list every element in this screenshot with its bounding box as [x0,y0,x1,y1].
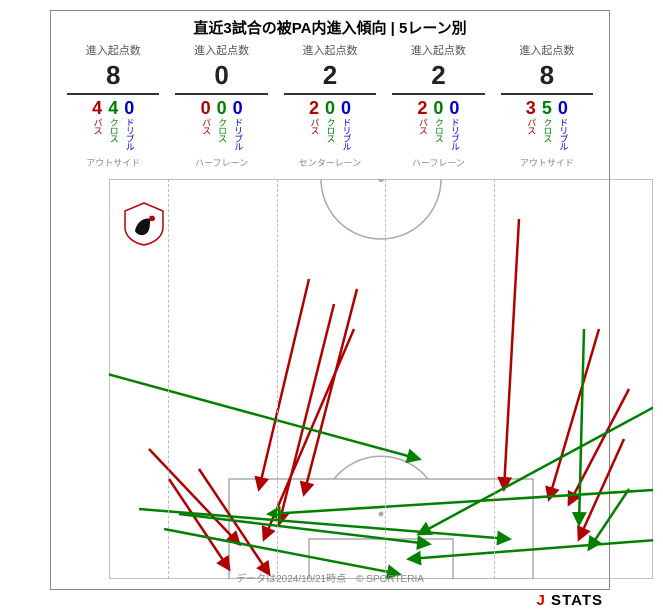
lane-head: 進入起点数 [386,42,490,60]
stats-logo-text: STATS [546,592,603,609]
pitch-svg [109,179,653,579]
pitch-box [109,179,653,579]
lane-col: 進入起点数2 2パス 0クロス 0ドリブル [384,42,492,150]
lane-separator [385,179,386,579]
bd-cross: 0クロス [433,99,443,150]
lane-head: 進入起点数 [61,42,165,60]
lane-name: アウトサイド [59,154,167,171]
lane-separator [277,179,278,579]
bd-cross: 5クロス [542,99,552,150]
lane-col: 進入起点数8 4パス 4クロス 0ドリブル [59,42,167,150]
lane-total: 8 [501,60,593,95]
lane-total: 8 [67,60,159,95]
bd-pass: 2パス [417,99,427,150]
lane-breakdown: 2パス 0クロス 0ドリブル [278,97,382,150]
bd-dribble: 0ドリブル [233,99,243,150]
lane-head: 進入起点数 [169,42,273,60]
lane-breakdown: 0パス 0クロス 0ドリブル [169,97,273,150]
chart-wrap: 直近3試合の被PA内進入傾向 | 5レーン別 進入起点数84パス4クロス0ドリブ… [0,0,663,611]
bd-pass: 4パス [92,99,102,150]
lane-breakdown: 4パス 4クロス 0ドリブル [61,97,165,150]
lane-total: 0 [175,60,267,95]
bd-cross: 0クロス [325,99,335,150]
lane-name: ハーフレーン [167,154,275,171]
bd-pass: 3パス [526,99,536,150]
lane-breakdown: 2パス 0クロス 0ドリブル [386,97,490,150]
lane-total: 2 [284,60,376,95]
lane-head: 進入起点数 [278,42,382,60]
team-badge-icon [121,201,167,247]
lane-names-row: アウトサイドハーフレーンセンターレーンハーフレーンアウトサイド [51,150,609,171]
lane-name: アウトサイド [493,154,601,171]
bd-pass: 0パス [201,99,211,150]
stats-logo-j: J [537,592,546,609]
bd-cross: 4クロス [108,99,118,150]
bd-dribble: 0ドリブル [341,99,351,150]
bd-dribble: 0ドリブル [558,99,568,150]
chart-title: 直近3試合の被PA内進入傾向 | 5レーン別 [51,11,609,42]
chart-frame: 直近3試合の被PA内進入傾向 | 5レーン別 進入起点数84パス4クロス0ドリブ… [50,10,610,590]
lane-head: 進入起点数 [495,42,599,60]
lane-col: 進入起点数8 3パス 5クロス 0ドリブル [493,42,601,150]
bd-dribble: 0ドリブル [449,99,459,150]
bd-pass: 2パス [309,99,319,150]
lane-col: 進入起点数2 2パス 0クロス 0ドリブル [276,42,384,150]
lane-separator [168,179,169,579]
lanes-row: 進入起点数84パス4クロス0ドリブル進入起点数00パス0クロス0ドリブル進入起点… [51,42,609,150]
lane-col: 進入起点数0 0パス 0クロス 0ドリブル [167,42,275,150]
lane-name: センターレーン [276,154,384,171]
footer-text: データは2024/10/21時点 © SPORTERIA [51,570,609,585]
stats-logo: J STATS [537,592,603,609]
lane-breakdown: 3パス 5クロス 0ドリブル [495,97,599,150]
lane-total: 2 [392,60,484,95]
bd-dribble: 0ドリブル [124,99,134,150]
lane-separator [494,179,495,579]
bd-cross: 0クロス [217,99,227,150]
lane-name: ハーフレーン [384,154,492,171]
